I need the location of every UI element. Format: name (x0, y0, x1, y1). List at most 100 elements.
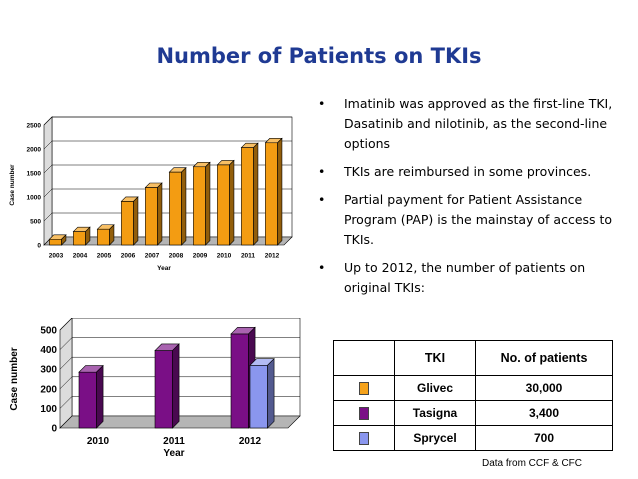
gridline (43, 188, 292, 198)
x-axis-label: Year (157, 265, 171, 272)
glivec-swatch-icon (359, 382, 369, 396)
bar-side (229, 159, 235, 246)
gridline (59, 396, 300, 409)
table-cell-swatch (333, 375, 395, 401)
y-tick-label: 400 (40, 345, 57, 356)
y-tick-label: 2500 (27, 122, 42, 129)
plot-side-wall (59, 318, 73, 429)
table-row: Tasigna 3,400 (333, 400, 613, 426)
x-tick-label: 2004 (73, 253, 88, 260)
table-header-row: TKI No. of patients (333, 340, 613, 376)
gridline (43, 140, 292, 150)
bar (154, 350, 173, 429)
x-axis-label: Year (163, 448, 184, 459)
y-axis-label: Case number (9, 347, 20, 410)
bar-side (96, 364, 104, 429)
x-tick-label: 2010 (87, 436, 110, 447)
gridline (59, 376, 300, 389)
tasigna-swatch-icon (359, 407, 369, 421)
y-tick-label: 1000 (27, 194, 42, 201)
bar (241, 147, 254, 246)
y-tick-label: 2000 (27, 146, 42, 153)
table-header-swatch (333, 340, 395, 376)
bar-side (267, 357, 275, 429)
slide-title: Number of Patients on TKIs (156, 44, 482, 68)
gridline (43, 212, 292, 222)
table-row: Glivec 30,000 (333, 375, 613, 401)
bar (145, 187, 158, 246)
x-tick-label: 2009 (193, 253, 208, 260)
y-tick-label: 1500 (27, 170, 42, 177)
x-tick-label: 2005 (97, 253, 112, 260)
table-header-tki: TKI (394, 340, 476, 376)
table-cell-name: Glivec (394, 375, 476, 401)
table-cell-count: 3,400 (475, 400, 613, 426)
bar (193, 166, 206, 246)
bar (265, 142, 278, 246)
plot-side-wall (43, 116, 53, 246)
y-axis-label: Case number (9, 164, 16, 206)
y-tick-label: 500 (30, 218, 41, 225)
gridline (43, 116, 292, 126)
table-cell-name: Tasigna (394, 400, 476, 426)
bullet-text: Imatinib was approved as the first-line … (344, 96, 613, 151)
y-tick-label: 300 (40, 365, 57, 376)
bar (97, 228, 110, 246)
bar (121, 201, 134, 246)
bullet-text: Partial payment for Patient Assistance P… (344, 192, 613, 247)
bar-side (253, 142, 259, 246)
x-tick-label: 2008 (169, 253, 184, 260)
bar (49, 238, 62, 246)
bullet-text: Up to 2012, the number of patients on or… (344, 260, 586, 295)
bar (78, 371, 97, 429)
table-row: Sprycel 700 (333, 425, 613, 451)
bar-side (133, 196, 139, 246)
y-tick-label: 200 (40, 384, 57, 395)
chart-annual-cases: 0 500 1000 1500 2000 2500 2003 2004 2005 2006 2007… (9, 116, 293, 272)
bar-side (277, 137, 283, 246)
x-tick-label: 2011 (163, 436, 185, 447)
bar-side (172, 343, 180, 429)
y-tick-label: 100 (40, 404, 57, 415)
bullet-dot: • (318, 96, 326, 111)
data-source-note: Data from CCF & CFC (482, 458, 583, 469)
y-tick-label: 0 (37, 242, 41, 249)
bar (217, 164, 230, 246)
x-tick-label: 2003 (49, 253, 64, 260)
bar (169, 171, 182, 246)
bullet-item: • Imatinib was approved as the first-line… (318, 94, 618, 154)
bullet-dot: • (318, 164, 326, 179)
table-cell-swatch (333, 400, 395, 426)
bar-side (61, 234, 67, 246)
bar (230, 333, 249, 429)
x-tick-label: 2006 (121, 253, 136, 260)
y-tick-label: 500 (40, 326, 57, 337)
sprycel-swatch-icon (359, 432, 369, 446)
bullet-text: TKIs are reimbursed in some provinces. (344, 164, 592, 179)
table-cell-count: 700 (475, 425, 613, 451)
bar-side (181, 166, 187, 246)
bullet-item: • Up to 2012, the number of patients on o… (318, 258, 618, 298)
gridline (59, 356, 300, 370)
bullet-item: • TKIs are reimbursed in some provinces. (318, 162, 618, 182)
chart-tki-cases: 0 100 200 300 400 500 2010 2011 2012 Year Case num… (9, 318, 301, 459)
x-tick-label: 2012 (239, 436, 262, 447)
x-tick-label: 2007 (145, 253, 160, 260)
table-header-count: No. of patients (475, 340, 613, 376)
y-tick-label: 0 (51, 424, 57, 435)
bullet-dot: • (318, 260, 326, 275)
bullet-list: • Imatinib was approved as the first-line… (318, 94, 618, 306)
bar-side (205, 161, 211, 246)
x-tick-label: 2010 (217, 253, 232, 260)
bar-side (109, 224, 115, 246)
gridline (43, 164, 292, 174)
bullet-dot: • (318, 192, 326, 207)
x-tick-label: 2012 (265, 253, 280, 260)
bar-side (157, 182, 163, 246)
table-cell-name: Sprycel (394, 425, 476, 451)
bullet-item: • Partial payment for Patient Assistance … (318, 190, 618, 250)
bar-side (85, 226, 91, 246)
x-tick-label: 2011 (241, 253, 255, 260)
gridline (59, 337, 300, 350)
table-cell-swatch (333, 425, 395, 451)
